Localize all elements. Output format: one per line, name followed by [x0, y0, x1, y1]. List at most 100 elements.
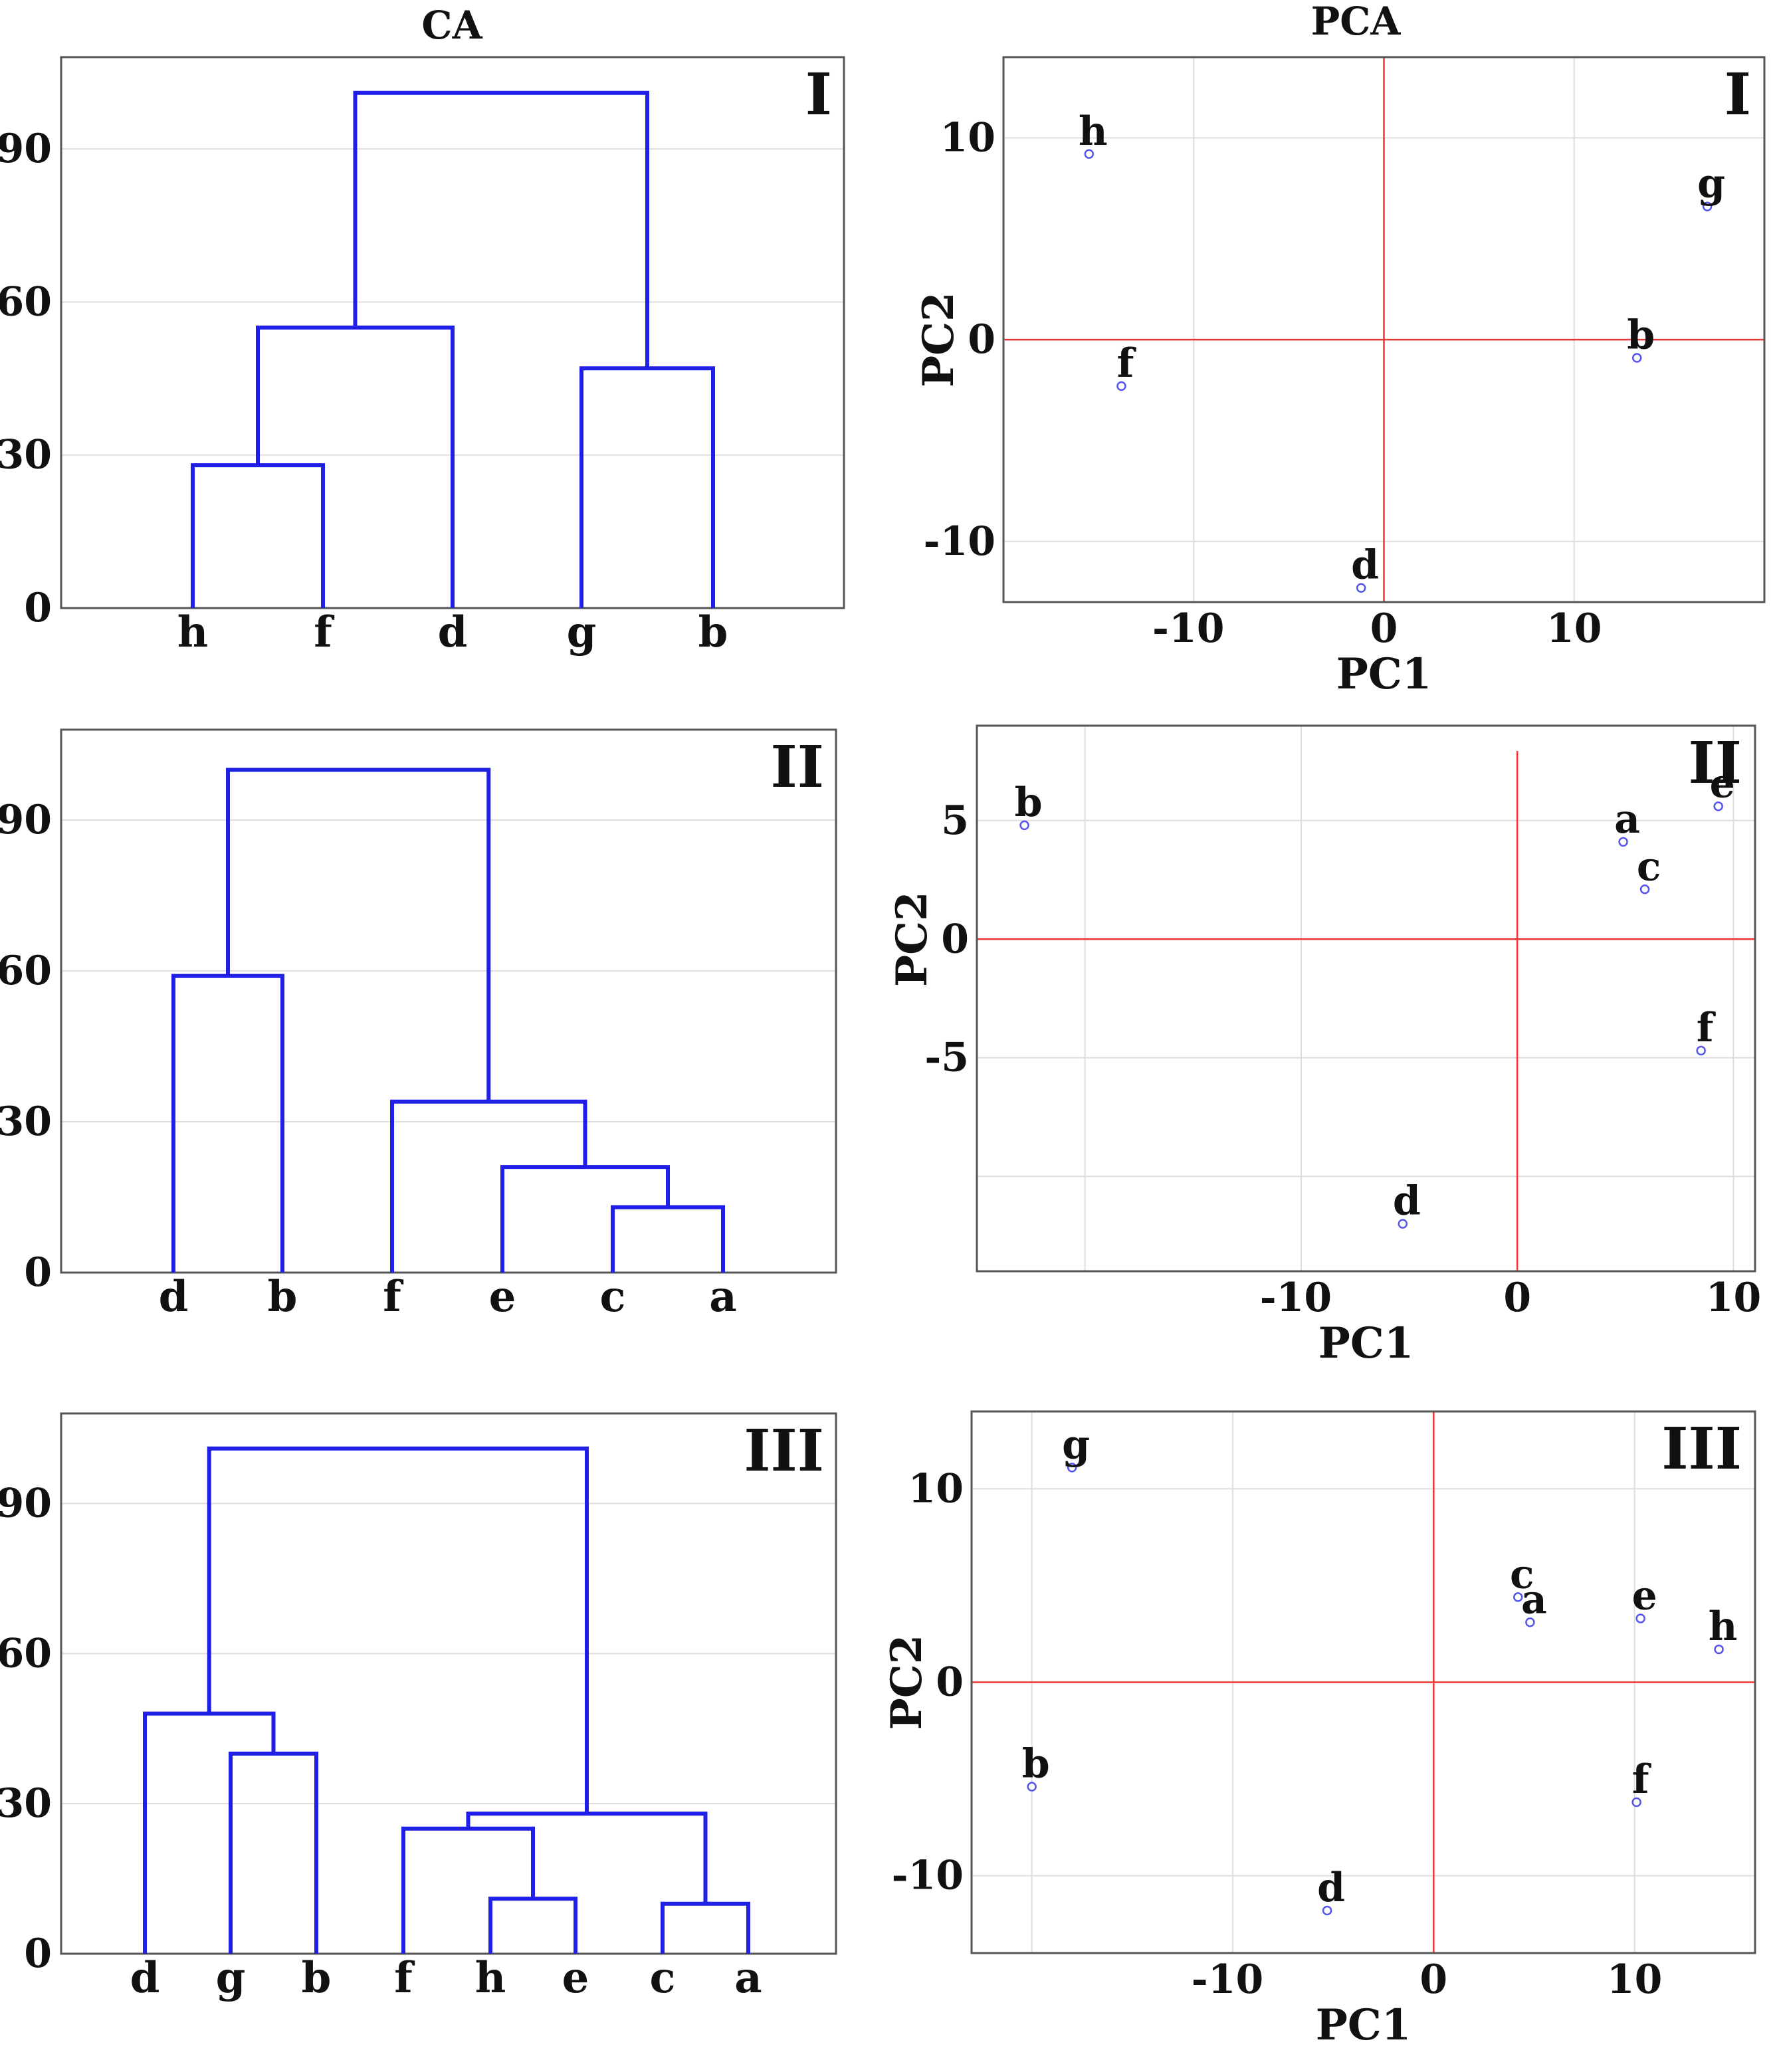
- dendrogram-link: [191, 463, 325, 608]
- point-label-f: f: [1117, 340, 1137, 387]
- data-point-f: [1116, 381, 1126, 391]
- point-label-h: h: [1709, 1604, 1738, 1650]
- x-tick-label: -10: [1260, 1275, 1332, 1321]
- point-label-g: g: [1697, 161, 1725, 207]
- data-point-d: [1356, 583, 1366, 593]
- ca-dendrogram-III: 0 30 60 90 III d g b f h e c a: [0, 1412, 837, 2003]
- data-point-f: [1631, 1797, 1641, 1808]
- plot-frame: [60, 728, 837, 1274]
- leaf-label-g: g: [567, 607, 597, 657]
- point-label-a: a: [1521, 1576, 1547, 1623]
- data-point-b: [1631, 353, 1642, 363]
- dendrogram-link: [390, 1099, 587, 1273]
- dendrogram-link: [661, 1901, 750, 1954]
- leaf-label-e: e: [562, 1953, 589, 2003]
- y-tick-label: 5: [941, 797, 969, 844]
- dendrogram-link: [256, 325, 455, 608]
- data-point-g: [1067, 1463, 1077, 1473]
- panel-id-label: III: [744, 1417, 824, 1485]
- point-label-b: b: [1627, 312, 1655, 359]
- x-tick-label: 10: [1546, 605, 1602, 652]
- leaf-label-h: h: [475, 1953, 506, 2003]
- point-label-d: d: [1317, 1865, 1345, 1911]
- point-label-e: e: [1632, 1572, 1657, 1619]
- y-tick-label: 30: [0, 432, 52, 478]
- point-label-d: d: [1351, 542, 1379, 589]
- x-tick-label: 0: [1370, 605, 1398, 652]
- leaf-label-f: f: [314, 607, 334, 657]
- panel-id-label: III: [1661, 1415, 1742, 1483]
- panel-id-label: II: [1689, 730, 1742, 797]
- dendrogram-link: [488, 1897, 577, 1954]
- y-tick-label: 90: [0, 1481, 52, 1527]
- x-tick-label: 0: [1419, 1956, 1447, 2003]
- data-point-c: [1513, 1592, 1523, 1602]
- data-point-h: [1084, 149, 1095, 159]
- data-point-d: [1322, 1905, 1332, 1916]
- data-point-a: [1525, 1617, 1535, 1627]
- data-point-a: [1618, 837, 1628, 847]
- y-tick-label: 60: [0, 948, 52, 994]
- data-point-d: [1398, 1219, 1408, 1229]
- leaf-label-h: h: [177, 607, 209, 657]
- plot-frame: [976, 724, 1756, 1273]
- x-tick-label: -10: [1152, 605, 1224, 652]
- data-point-b: [1027, 1782, 1037, 1792]
- plot-frame: [1002, 56, 1766, 603]
- pca-scatter-III: -10 0 10 -10 0 10 PC1 PC2 III g ca e h b f d: [882, 1410, 1756, 2050]
- panel-id-label: I: [805, 61, 832, 128]
- point-label-g: g: [1062, 1421, 1090, 1468]
- data-point-e: [1713, 801, 1723, 811]
- x-axis-title: PC1: [1318, 1318, 1414, 1368]
- x-axis-title: PC1: [1316, 2000, 1411, 2050]
- data-point-e: [1635, 1613, 1645, 1623]
- leaf-label-c: c: [600, 1272, 626, 1322]
- dendrogram-link: [579, 366, 715, 608]
- leaf-label-e: e: [489, 1272, 516, 1322]
- y-tick-label: 90: [0, 797, 52, 843]
- ca-column-title: CA: [421, 3, 482, 48]
- x-tick-label: 0: [1503, 1275, 1531, 1321]
- data-point-f: [1696, 1045, 1706, 1056]
- leaf-label-c: c: [650, 1953, 676, 2003]
- chart-layer: 0 30 60 90 Ih f d g b -10 0 10 -10 0 10 PC1 PC2 Ih f d b g 0 30…: [0, 56, 1766, 2050]
- y-tick-label: 0: [936, 1659, 964, 1706]
- y-tick-label: 90: [0, 126, 52, 172]
- data-point-h: [1714, 1644, 1724, 1655]
- leaf-label-f: f: [383, 1272, 403, 1322]
- pca-column-title: PCA: [1311, 0, 1402, 44]
- point-label-f: f: [1697, 1005, 1717, 1051]
- point-label-e: e: [1710, 760, 1735, 807]
- y-tick-label: 30: [0, 1098, 52, 1145]
- y-tick-label: 10: [940, 114, 996, 161]
- y-tick-label: 0: [24, 1249, 52, 1296]
- leaf-label-a: a: [734, 1953, 762, 2003]
- y-tick-label: 60: [0, 278, 52, 325]
- y-tick-label: -10: [924, 518, 995, 565]
- y-axis-title: PC2: [882, 1635, 932, 1730]
- y-axis-title: PC2: [914, 292, 964, 387]
- leaf-label-d: d: [159, 1272, 189, 1322]
- dendrogram-link: [611, 1205, 725, 1273]
- leaf-label-d: d: [130, 1953, 160, 2003]
- y-tick-label: 0: [941, 916, 969, 962]
- point-label-d: d: [1393, 1178, 1421, 1225]
- leaf-label-b: b: [698, 607, 728, 657]
- pca-scatter-II: -10 0 10 -5 0 5 PC1 PC2 II b ac e f d: [887, 724, 1761, 1368]
- x-axis-title: PC1: [1336, 649, 1432, 699]
- leaf-label-f: f: [394, 1953, 415, 2003]
- dendrogram-link: [143, 1711, 276, 1954]
- leaf-label-d: d: [438, 607, 468, 657]
- leaf-label-b: b: [268, 1272, 298, 1322]
- x-tick-label: 10: [1607, 1956, 1663, 2003]
- y-tick-label: 0: [24, 1930, 52, 1977]
- leaf-label-a: a: [709, 1272, 736, 1322]
- point-label-b: b: [1015, 779, 1043, 826]
- y-tick-label: -5: [924, 1035, 969, 1081]
- y-tick-label: 10: [908, 1465, 964, 1512]
- data-point-c: [1639, 884, 1650, 894]
- panel-id-label: II: [771, 734, 824, 801]
- y-tick-label: -10: [892, 1853, 964, 1899]
- plot-frame: [60, 1412, 837, 1955]
